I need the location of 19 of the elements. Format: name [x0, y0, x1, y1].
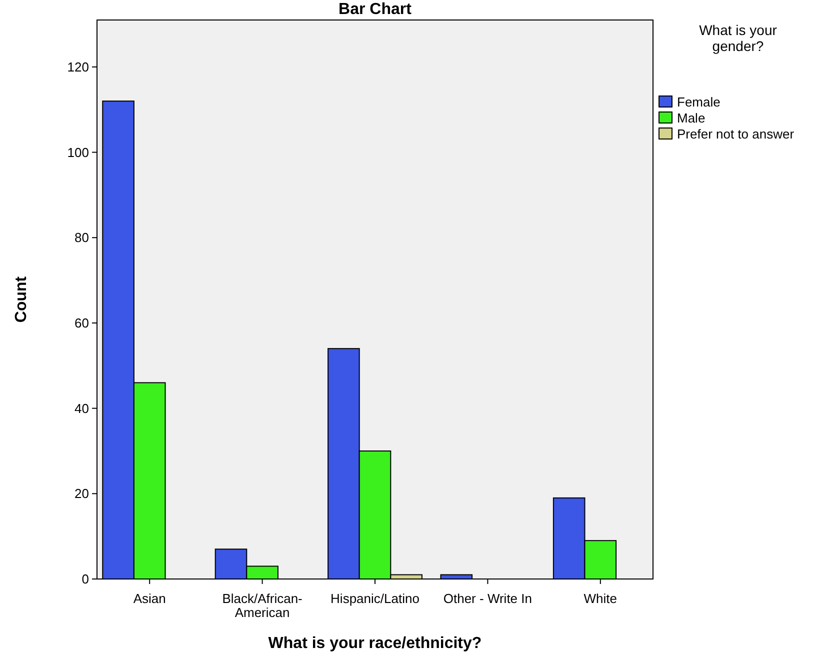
y-axis-title: Count [13, 276, 30, 323]
y-tick-label: 120 [67, 59, 89, 74]
legend-label: Male [677, 110, 706, 126]
legend-title: What is your gender? [699, 22, 778, 54]
x-tick-label: Asian [133, 591, 166, 606]
x-tick-label: Hispanic/Latino [330, 591, 420, 606]
y-tick-label: 0 [82, 572, 89, 587]
y-tick-label: 80 [74, 230, 89, 246]
x-tick-label: Other - Write In [443, 591, 532, 606]
legend-label: Female [677, 94, 720, 110]
legend-label: Prefer not to answer [677, 126, 795, 142]
x-tick-label: Black/African-American [222, 591, 302, 620]
x-tick-label: White [584, 591, 618, 606]
y-tick-label: 60 [74, 316, 89, 331]
chart-title: Bar Chart [338, 1, 412, 18]
y-tick-label: 20 [74, 486, 89, 502]
y-tick-label: 40 [74, 400, 89, 416]
y-tick-label: 100 [67, 144, 89, 160]
x-axis-title: What is your race/ethnicity? [268, 635, 482, 652]
